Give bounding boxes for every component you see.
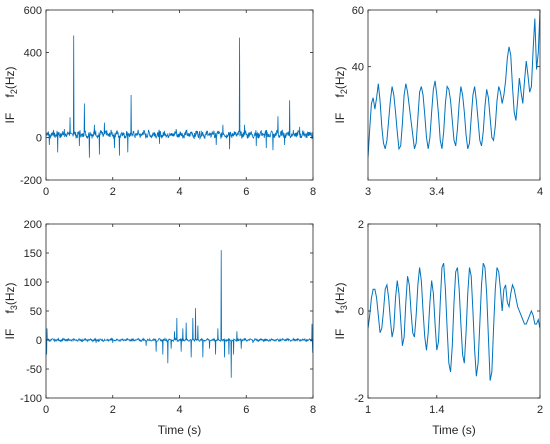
plot-p2: 3 3.4 4 40 60 IF f2(Hz) — [333, 5, 543, 198]
y-label-var: f — [333, 94, 347, 98]
y-label-subscript: 3 — [9, 305, 19, 310]
y-label-prefix: IF — [333, 314, 347, 340]
series-line-p3 — [46, 250, 313, 378]
y-tick-label: 100 — [24, 277, 42, 289]
x-tick-label: 4 — [537, 186, 543, 198]
y-tick-label: 150 — [24, 248, 42, 260]
series-line-p4 — [368, 262, 540, 381]
y-label-var: f — [3, 94, 17, 98]
y-tick-label: 0 — [358, 306, 364, 318]
y-label-unit: (Hz) — [3, 282, 17, 305]
y-tick-label: 0 — [36, 335, 42, 347]
y-label-unit: (Hz) — [3, 66, 17, 89]
x-tick-label: 1.4 — [429, 404, 444, 416]
y-tick-label: 2 — [358, 219, 364, 231]
series-line-p1 — [46, 35, 313, 158]
x-tick-label: 0 — [43, 404, 49, 416]
x-tick-label: 8 — [310, 404, 316, 416]
y-label-unit: (Hz) — [333, 66, 347, 89]
x-tick-label: 6 — [243, 404, 249, 416]
y-tick-label: 400 — [24, 48, 42, 60]
x-axis-label: Time (s) — [432, 423, 476, 437]
y-label-prefix: IF — [3, 314, 17, 340]
y-label-unit: (Hz) — [333, 282, 347, 305]
y-label-var: f — [333, 310, 347, 314]
y-label-subscript: 2 — [9, 89, 19, 94]
axes-box-p2 — [367, 9, 541, 181]
x-tick-label: 1 — [365, 404, 371, 416]
x-tick-label: 6 — [243, 186, 249, 198]
y-tick-label: 200 — [24, 219, 42, 231]
plot-p3: 0 2 4 6 8 -100 -50 0 50 100 150 200 IF f3(Hz) Time (s… — [3, 219, 316, 437]
x-tick-label: 3 — [365, 186, 371, 198]
y-axis-label: IF f2(Hz) — [333, 66, 349, 123]
series-line-p2 — [368, 10, 540, 158]
y-label-prefix: IF — [3, 98, 17, 124]
y-tick-label: -200 — [20, 175, 42, 187]
y-axis-label: IF f3(Hz) — [3, 282, 19, 339]
x-tick-label: 4 — [176, 186, 182, 198]
x-axis-label: Time (s) — [158, 423, 202, 437]
axes-box-p1 — [45, 9, 314, 181]
y-axis-label: IF f3(Hz) — [333, 282, 349, 339]
x-tick-label: 2 — [110, 404, 116, 416]
y-tick-label: -50 — [26, 364, 42, 376]
x-tick-label: 2 — [537, 404, 543, 416]
x-tick-label: 3.4 — [429, 186, 444, 198]
y-tick-label: 40 — [352, 62, 364, 74]
plot-p4: 1 1.4 2 -2 0 2 IF f3(Hz) Time (s) — [333, 219, 543, 437]
x-tick-label: 8 — [310, 186, 316, 198]
y-tick-label: 0 — [36, 133, 42, 145]
y-tick-label: 600 — [24, 5, 42, 17]
y-tick-label: -100 — [20, 393, 42, 405]
y-axis-label: IF f2(Hz) — [3, 66, 19, 123]
axes-box-p3 — [45, 223, 314, 399]
y-tick-label: -2 — [354, 393, 364, 405]
x-tick-label: 0 — [43, 186, 49, 198]
y-label-subscript: 3 — [339, 305, 349, 310]
y-tick-label: 60 — [352, 5, 364, 17]
y-label-prefix: IF — [333, 98, 347, 124]
y-label-subscript: 2 — [339, 89, 349, 94]
y-label-var: f — [3, 310, 17, 314]
x-tick-label: 4 — [176, 404, 182, 416]
x-tick-label: 2 — [110, 186, 116, 198]
y-tick-label: 50 — [30, 306, 42, 318]
